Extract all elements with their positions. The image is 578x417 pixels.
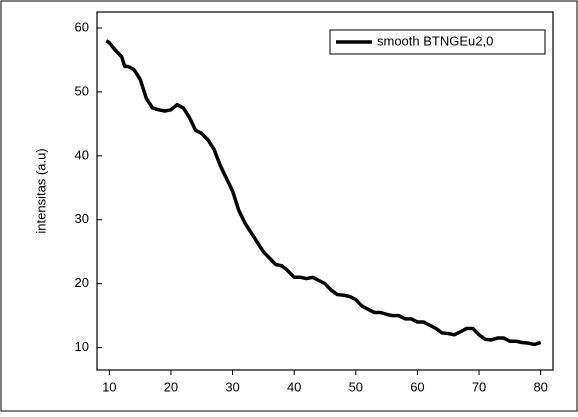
y-tick-label: 10 (75, 339, 89, 354)
x-tick-label: 50 (349, 379, 363, 394)
y-axis-label: intensitas (a.u) (33, 148, 48, 233)
plot-area (96, 11, 554, 371)
x-tick-label: 30 (225, 379, 239, 394)
data-line (105, 39, 542, 347)
y-tick-label: 60 (75, 19, 89, 34)
x-tick-label: 80 (533, 379, 547, 394)
y-tick-label: 40 (75, 147, 89, 162)
x-tick-label: 70 (472, 379, 486, 394)
x-tick-label: 40 (287, 379, 301, 394)
x-tick-label: 20 (164, 379, 178, 394)
y-tick-label: 20 (75, 275, 89, 290)
y-tick-label: 30 (75, 211, 89, 226)
x-tick-label: 60 (410, 379, 424, 394)
legend-label: smooth BTNGEu2,0 (377, 33, 493, 48)
y-tick-label: 50 (75, 83, 89, 98)
x-tick-label: 10 (102, 379, 116, 394)
